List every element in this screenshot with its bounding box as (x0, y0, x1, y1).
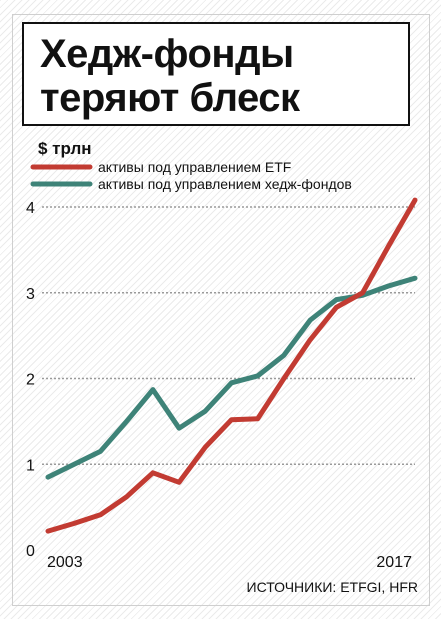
x-axis-ticks: 2003 2017 (47, 554, 412, 571)
legend: активы под управлением ETF активы под уп… (30, 159, 352, 192)
y-axis-ticks: 0 1 2 3 4 (26, 200, 35, 560)
y-tick-label: 0 (26, 543, 35, 560)
y-tick-label: 4 (26, 200, 35, 217)
chart-title-line-1: Хедж-фонды (40, 32, 294, 76)
chart-frame (12, 14, 430, 606)
x-tick-label: 2017 (376, 554, 412, 571)
chart-title-line-2: теряют блеск (40, 76, 300, 120)
y-tick-label: 3 (26, 286, 35, 303)
y-tick-label: 1 (26, 457, 35, 474)
legend-label-etf: активы под управлением ETF (98, 159, 291, 175)
y-tick-label: 2 (26, 372, 35, 389)
series-line-hedge-funds (45, 275, 418, 480)
y-axis-unit-label: $ трлн (38, 139, 92, 158)
x-tick-label: 2003 (47, 554, 83, 571)
legend-label-hedge-funds: активы под управлением хедж-фондов (98, 176, 352, 192)
title-box: Хедж-фонды теряют блеск (22, 22, 410, 126)
series-line-etf (45, 197, 418, 534)
series-group (45, 197, 418, 534)
source-note: ИСТОЧНИКИ: ETFGI, HFR (247, 579, 419, 595)
